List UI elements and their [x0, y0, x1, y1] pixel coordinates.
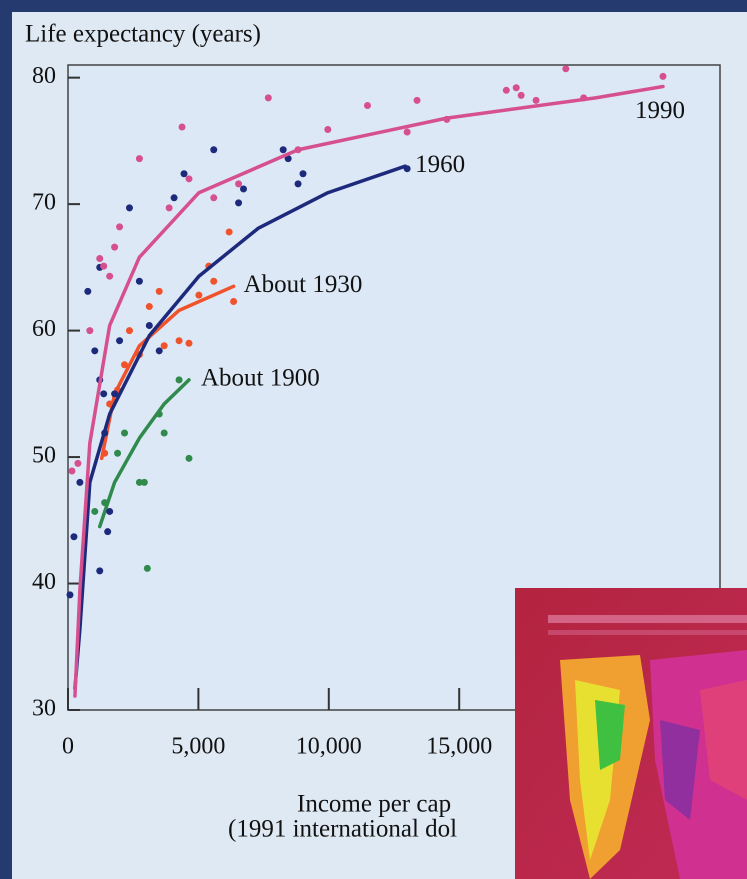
point [160, 342, 168, 350]
point [104, 528, 112, 536]
x-tick-label: 15,000 [426, 734, 492, 760]
point [155, 287, 163, 295]
point [562, 65, 570, 73]
y-tick-label: 30 [32, 696, 56, 722]
point [230, 298, 238, 305]
point [68, 467, 76, 475]
fit-curve [73, 164, 407, 691]
y-tick-label: 50 [32, 443, 56, 469]
chart-title: Life expectancy (years) [25, 21, 261, 48]
point [76, 478, 84, 486]
point [512, 84, 520, 92]
point [116, 223, 124, 231]
point [299, 170, 307, 178]
point [170, 194, 178, 202]
point [160, 429, 168, 437]
point [140, 478, 148, 486]
point [279, 146, 287, 154]
y-tick-label: 70 [32, 190, 56, 216]
point [135, 277, 143, 285]
point [106, 272, 114, 280]
y-tick-label: 80 [32, 63, 56, 89]
point [185, 454, 193, 462]
point [86, 327, 94, 335]
point [91, 347, 99, 355]
series-label: 1990 [635, 97, 685, 124]
point [294, 180, 302, 188]
point [363, 101, 371, 109]
point [517, 91, 525, 99]
point [185, 339, 193, 347]
point [413, 96, 421, 104]
point [532, 96, 540, 104]
point [135, 155, 143, 163]
point [116, 337, 124, 345]
point [114, 449, 122, 457]
overlay-image [515, 588, 747, 879]
point [155, 347, 163, 355]
point [100, 390, 108, 398]
point [125, 327, 133, 335]
point [175, 376, 183, 384]
point [240, 185, 248, 193]
x-axis-label: (1991 international dol [228, 816, 457, 843]
point [135, 478, 143, 486]
point [100, 262, 108, 270]
point [403, 128, 411, 136]
point [96, 255, 104, 262]
point [180, 170, 188, 178]
point [210, 146, 218, 154]
point [178, 123, 186, 131]
point [96, 567, 104, 575]
point [111, 390, 119, 398]
point [111, 243, 119, 251]
point [145, 322, 153, 330]
point [225, 228, 233, 236]
point [210, 194, 218, 202]
point [84, 287, 92, 295]
point [185, 175, 193, 183]
point [70, 533, 78, 541]
point [324, 126, 332, 133]
x-axis-label: Income per cap [297, 791, 451, 818]
point [106, 507, 114, 515]
point [121, 429, 129, 437]
y-tick-label: 60 [32, 316, 56, 342]
series-label: 1960 [415, 151, 465, 178]
series-label: About 1900 [201, 365, 320, 392]
point [74, 459, 82, 467]
point [195, 291, 203, 299]
point [284, 155, 292, 163]
point [235, 180, 243, 188]
point [143, 564, 151, 572]
point [175, 337, 183, 345]
point [502, 86, 510, 94]
point [121, 361, 129, 369]
y-tick-label: 40 [32, 569, 56, 595]
fit-curve [73, 84, 665, 698]
point [66, 591, 74, 599]
point [165, 204, 173, 212]
series-label: About 1930 [244, 271, 363, 298]
x-tick-label: 5,000 [171, 734, 225, 760]
point [91, 507, 99, 515]
x-tick-label: 0 [62, 734, 74, 760]
point [210, 277, 218, 285]
x-tick-label: 10,000 [296, 734, 362, 760]
fit-curve [97, 378, 191, 529]
point [659, 72, 667, 80]
point [145, 303, 153, 311]
point [235, 199, 243, 207]
point [264, 94, 272, 102]
point [125, 204, 133, 212]
plot: 30 40 50 60 70 80 0 5,000 10,000 15,000 About 1900… [32, 63, 685, 759]
